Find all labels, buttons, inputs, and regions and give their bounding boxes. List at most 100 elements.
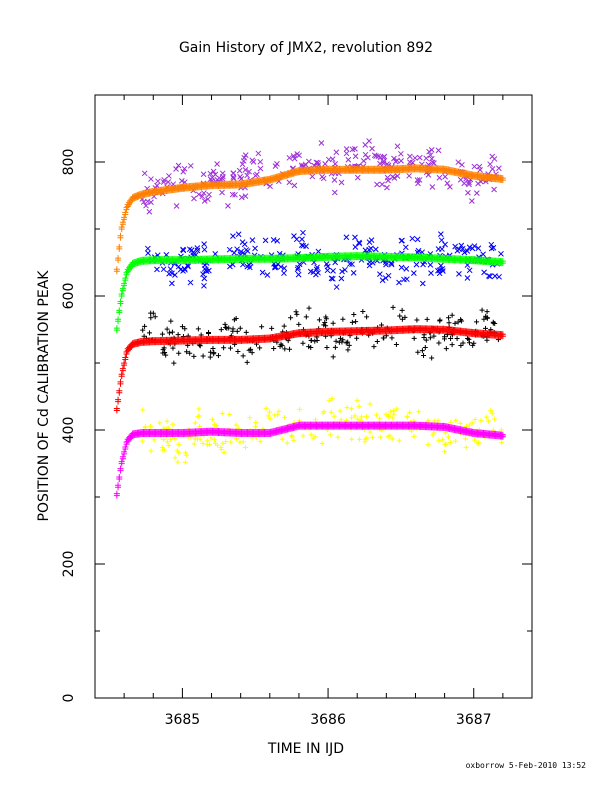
data-point: [393, 342, 399, 348]
data-point: [406, 172, 412, 179]
data-point: [300, 229, 306, 236]
data-point: [269, 325, 275, 331]
data-point: [252, 172, 259, 179]
data-point: [165, 179, 172, 185]
data-point: [488, 408, 494, 414]
data-point: [297, 406, 303, 412]
data-point: [442, 449, 448, 455]
data-point: [259, 324, 265, 330]
data-point: [455, 159, 462, 166]
data-point: [226, 411, 232, 417]
data-point: [371, 344, 377, 350]
data-point: [168, 436, 174, 442]
data-point: [349, 436, 355, 442]
data-point: [354, 397, 360, 403]
data-point: [175, 263, 182, 270]
data-point: [353, 319, 359, 325]
data-point: [315, 159, 321, 166]
data-point: [440, 437, 446, 443]
data-point: [430, 432, 436, 438]
data-point: [356, 403, 362, 409]
data-point: [142, 323, 148, 329]
data-point: [490, 320, 496, 326]
fit-point: [118, 292, 125, 299]
data-point: [289, 434, 295, 440]
data-point: [464, 248, 471, 254]
data-point: [453, 417, 459, 423]
data-point: [486, 273, 492, 279]
fit-point: [123, 206, 130, 213]
data-point: [456, 271, 462, 277]
data-point: [247, 264, 253, 271]
data-point: [281, 270, 287, 277]
data-point: [446, 320, 452, 326]
data-point: [228, 439, 234, 445]
data-point: [227, 263, 233, 270]
data-point: [416, 154, 423, 161]
data-point: [476, 163, 483, 170]
data-point: [381, 335, 387, 341]
data-point: [435, 147, 442, 154]
data-point: [330, 267, 336, 274]
data-point: [422, 344, 428, 350]
data-point: [207, 170, 214, 177]
data-point: [194, 245, 201, 251]
data-point: [181, 165, 188, 172]
data-point: [331, 189, 338, 196]
data-point: [330, 354, 336, 360]
data-point: [481, 316, 487, 322]
data-point: [414, 236, 421, 243]
data-point: [312, 338, 318, 344]
data-point: [436, 174, 443, 181]
data-point: [300, 242, 307, 249]
data-point: [428, 147, 435, 153]
data-point: [404, 414, 410, 420]
data-point: [498, 427, 504, 433]
data-point: [369, 145, 375, 152]
data-point: [288, 315, 294, 321]
data-point: [446, 315, 452, 321]
data-point: [290, 153, 297, 159]
data-point: [162, 349, 168, 355]
data-point: [323, 333, 329, 339]
data-point: [349, 319, 355, 325]
fit-point: [115, 398, 122, 405]
data-point: [436, 270, 443, 277]
data-point: [274, 161, 280, 167]
data-point: [438, 262, 444, 269]
data-point: [466, 244, 473, 251]
data-point: [457, 420, 463, 426]
data-point: [324, 267, 331, 274]
data-point: [443, 346, 449, 352]
data-point: [411, 418, 417, 424]
fit-point: [115, 257, 122, 264]
data-point: [411, 335, 417, 341]
data-point: [425, 442, 431, 448]
data-point: [429, 355, 435, 361]
data-point: [146, 208, 153, 215]
data-point: [329, 156, 336, 163]
fit-point: [117, 300, 124, 307]
data-point: [440, 268, 446, 274]
data-point: [390, 415, 396, 421]
data-point: [249, 157, 256, 164]
fit-point: [118, 373, 125, 380]
data-point: [192, 420, 198, 426]
data-point: [230, 175, 237, 182]
data-point: [345, 156, 352, 163]
data-point: [294, 311, 300, 317]
data-point: [388, 261, 395, 268]
data-point: [326, 398, 332, 404]
data-point: [389, 174, 396, 180]
data-point: [403, 265, 410, 272]
data-point: [295, 264, 301, 271]
data-point: [455, 319, 461, 325]
fit-point: [123, 271, 130, 278]
data-point: [364, 314, 370, 320]
data-point: [308, 432, 314, 438]
data-point: [212, 422, 218, 428]
data-point: [345, 347, 351, 353]
data-point: [388, 409, 394, 415]
data-point: [295, 271, 302, 278]
data-point: [391, 155, 397, 162]
